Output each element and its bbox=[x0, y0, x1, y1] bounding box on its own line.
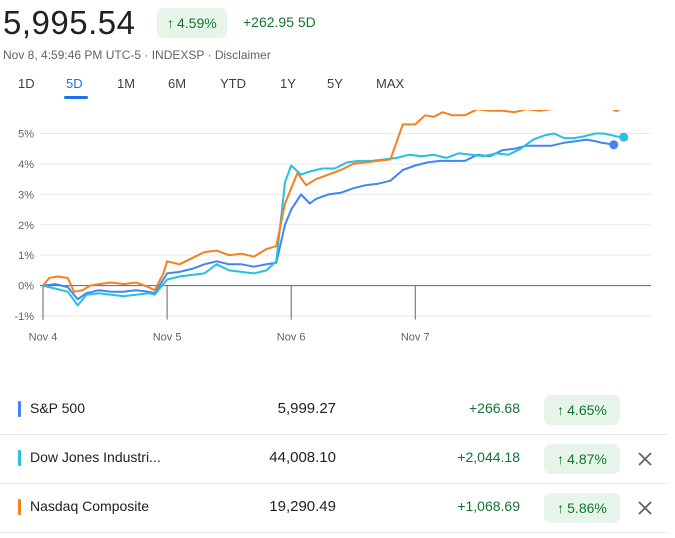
tab-6m[interactable]: 6M bbox=[168, 76, 187, 91]
row-percent: 5.86% bbox=[567, 500, 607, 516]
row-name: Nasdaq Composite bbox=[30, 498, 150, 514]
tab-1m[interactable]: 1M bbox=[117, 76, 136, 91]
comparison-row-sp500[interactable]: S&P 500 5,999.27 +266.68 ↑ 4.65% bbox=[0, 386, 668, 435]
series-color-bar bbox=[18, 450, 21, 466]
series-color-bar bbox=[18, 401, 21, 417]
close-icon[interactable] bbox=[636, 499, 654, 517]
row-percent: 4.65% bbox=[567, 402, 607, 418]
series-line-0 bbox=[42, 138, 614, 301]
series-end-dots bbox=[609, 110, 629, 150]
y-tick-label: 1% bbox=[18, 250, 34, 262]
price: 5,995.54 bbox=[3, 4, 136, 41]
row-percent-badge: ↑ 4.65% bbox=[544, 395, 620, 425]
series-line-2 bbox=[42, 110, 609, 293]
arrow-up-icon: ↑ bbox=[167, 15, 174, 31]
change-value: +262.95 5D bbox=[243, 14, 316, 30]
row-percent-badge: ↑ 4.87% bbox=[544, 444, 620, 474]
row-value: 19,290.49 bbox=[269, 498, 336, 515]
comparison-row-dow[interactable]: Dow Jones Industri... 44,008.10 +2,044.1… bbox=[0, 435, 668, 484]
series-color-bar bbox=[18, 499, 21, 515]
row-percent-badge: ↑ 5.86% bbox=[544, 493, 620, 523]
y-axis-ticks: 6%5%4%3%2%1%0%-1% bbox=[14, 110, 34, 323]
row-delta: +2,044.18 bbox=[457, 449, 520, 465]
tab-1y[interactable]: 1Y bbox=[280, 76, 296, 91]
x-axis-ticks: Nov 4 Nov 5 Nov 6 Nov 7 bbox=[29, 285, 430, 344]
arrow-up-icon: ↑ bbox=[557, 451, 565, 467]
tab-max[interactable]: MAX bbox=[376, 76, 405, 91]
quote-meta: Nov 8, 4:59:46 PM UTC-5 · INDEXSP · Disc… bbox=[3, 48, 271, 62]
close-icon[interactable] bbox=[636, 450, 654, 468]
series-lines bbox=[42, 110, 624, 307]
gridlines bbox=[40, 133, 651, 317]
percent-change-value: 4.59% bbox=[177, 15, 217, 31]
x-tick-label: Nov 4 bbox=[29, 332, 58, 344]
series-end-dot-0 bbox=[609, 140, 619, 150]
arrow-up-icon: ↑ bbox=[557, 500, 565, 516]
series-end-dot-1 bbox=[619, 132, 629, 142]
active-tab-indicator bbox=[64, 96, 88, 99]
y-tick-label: 2% bbox=[18, 220, 34, 232]
y-tick-label: -1% bbox=[14, 311, 34, 323]
row-delta: +266.68 bbox=[469, 400, 520, 416]
y-tick-label: 4% bbox=[18, 159, 34, 171]
percent-change-badge: ↑ 4.59% bbox=[157, 8, 227, 38]
row-delta: +1,068.69 bbox=[457, 498, 520, 514]
x-tick-label: Nov 5 bbox=[153, 332, 182, 344]
tab-1d[interactable]: 1D bbox=[18, 76, 35, 91]
row-value: 44,008.10 bbox=[269, 449, 336, 466]
y-tick-label: 5% bbox=[18, 129, 34, 141]
y-tick-label: 3% bbox=[18, 189, 34, 201]
row-name: S&P 500 bbox=[30, 400, 86, 416]
series-line-1 bbox=[42, 132, 624, 307]
y-tick-label: 0% bbox=[18, 281, 34, 293]
tab-5y[interactable]: 5Y bbox=[327, 76, 343, 91]
row-percent: 4.87% bbox=[567, 451, 607, 467]
arrow-up-icon: ↑ bbox=[557, 402, 565, 418]
x-tick-label: Nov 6 bbox=[277, 332, 306, 344]
row-name: Dow Jones Industri... bbox=[30, 449, 161, 465]
comparison-row-nasdaq[interactable]: Nasdaq Composite 19,290.49 +1,068.69 ↑ 5… bbox=[0, 484, 668, 533]
row-value: 5,999.27 bbox=[277, 400, 336, 417]
x-tick-label: Nov 7 bbox=[401, 332, 430, 344]
series-end-dot-2 bbox=[612, 110, 620, 112]
tab-ytd[interactable]: YTD bbox=[220, 76, 246, 91]
tab-5d[interactable]: 5D bbox=[66, 76, 83, 91]
